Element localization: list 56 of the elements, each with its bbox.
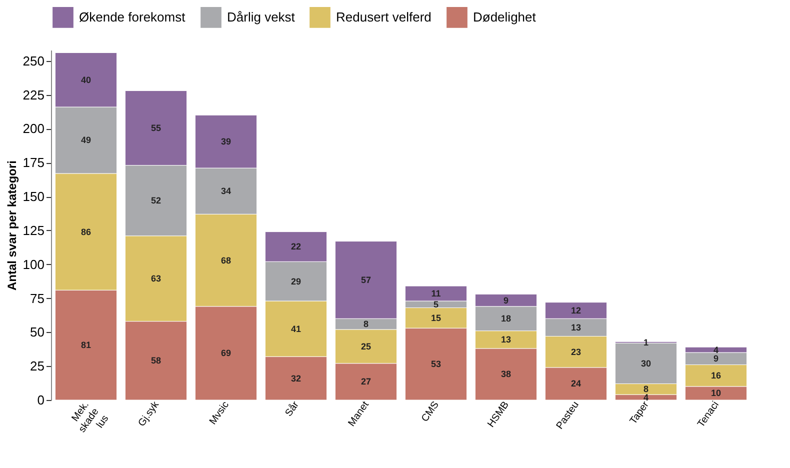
data-label: 41 (290, 324, 302, 334)
data-label: 38 (500, 369, 512, 380)
legend-label: Dødelighet (473, 9, 536, 24)
data-label: 29 (290, 276, 302, 286)
data-label: 57 (360, 274, 372, 285)
data-label: 4 (643, 392, 649, 402)
y-tick-label: 200 (22, 121, 44, 136)
data-label: 5 (433, 299, 439, 310)
data-label: 9 (503, 295, 509, 306)
data-label: 8 (643, 384, 649, 394)
data-label: 30 (640, 358, 652, 368)
y-tick-label: 75 (30, 290, 44, 306)
y-tick-label: 250 (22, 53, 44, 68)
data-label: 13 (570, 322, 582, 332)
data-label: 63 (150, 274, 162, 284)
data-label: 86 (80, 226, 92, 237)
data-label: 23 (570, 346, 582, 357)
data-label: 49 (80, 135, 92, 146)
data-label: 52 (150, 196, 162, 206)
data-label: 15 (430, 312, 442, 323)
y-tick-label: 175 (22, 155, 44, 170)
data-label: 8 (363, 319, 369, 330)
data-label: 13 (500, 334, 512, 345)
data-label: 18 (500, 314, 512, 324)
data-label: 27 (360, 376, 372, 387)
data-label: 40 (80, 74, 92, 85)
y-tick-label: 150 (22, 189, 44, 204)
data-label: 32 (290, 373, 302, 384)
data-label: 34 (220, 186, 232, 196)
legend-label: Økende forekomst (79, 9, 186, 24)
y-tick-label: 125 (22, 222, 44, 238)
data-label: 22 (290, 242, 302, 252)
y-axis-title: Antal svar per kategori (4, 160, 19, 291)
data-label: 58 (150, 356, 162, 366)
data-label: 9 (713, 354, 719, 364)
data-label: 1 (643, 337, 649, 348)
y-tick-label: 0 (37, 392, 44, 408)
data-label: 16 (710, 370, 722, 381)
legend-label: Dårlig vekst (227, 9, 296, 24)
x-tick-label: Sår (282, 398, 302, 419)
y-tick-label: 225 (22, 87, 44, 102)
data-label: 53 (430, 359, 442, 370)
data-label: 10 (710, 388, 722, 398)
legend-label: Redusert velferd (336, 9, 432, 24)
data-label: 24 (570, 378, 582, 389)
y-tick-label: 100 (22, 256, 44, 272)
data-label: 55 (150, 123, 162, 134)
data-label: 68 (220, 255, 232, 266)
data-label: 39 (220, 136, 232, 147)
data-label: 11 (431, 288, 441, 299)
y-tick-label: 50 (30, 324, 44, 340)
data-label: 69 (220, 348, 232, 358)
y-tick-label: 25 (30, 358, 44, 374)
data-label: 12 (570, 305, 582, 316)
data-label: 25 (360, 341, 372, 352)
data-label: 81 (80, 340, 92, 350)
